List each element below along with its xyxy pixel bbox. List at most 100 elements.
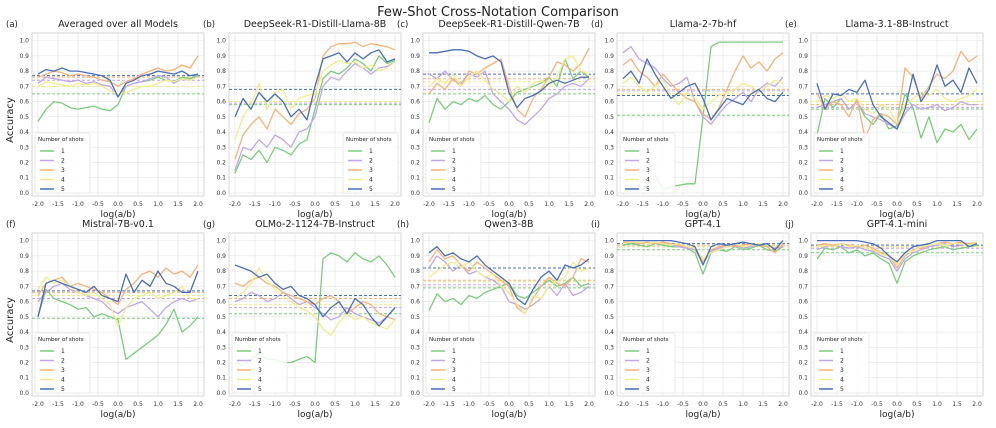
y-tick-label: 0.4 (798, 329, 808, 336)
x-tick-label: -2.0 (617, 201, 629, 208)
y-tick-label: 0.7 (798, 83, 808, 90)
legend-title: Number of shots (623, 137, 669, 143)
y-tick-label: 0.3 (604, 144, 614, 151)
legend: Number of shots 1 2 3 4 5 (34, 132, 91, 194)
legend-label-5: 5 (369, 186, 373, 193)
series-line-5 (622, 58, 784, 121)
x-tick-label: -2.0 (423, 201, 435, 208)
legend-title: Number of shots (346, 137, 392, 143)
y-tick-label: 0.2 (410, 359, 420, 366)
panel-2: 0.0 0.1 0.2 0.3 0.4 0.5 0.6 0.7 0.8 0.9 1.0 -2.0 -1.… (203, 19, 402, 220)
legend: Number of shots 1 2 3 4 5 (619, 332, 676, 394)
y-tick-label: 0.4 (410, 329, 420, 336)
y-tick-label: 0.1 (604, 375, 614, 382)
y-tick-label: 1.0 (798, 238, 808, 245)
legend-label-2: 2 (840, 358, 844, 365)
legend-label-4: 4 (61, 177, 65, 184)
y-tick-label: 1.0 (410, 38, 420, 45)
x-tick-label: -1.5 (831, 401, 843, 408)
y-tick-label: 0.4 (216, 329, 226, 336)
y-tick-label: 0.9 (19, 53, 29, 60)
legend-label-5: 5 (840, 386, 844, 393)
y-tick-label: 0.7 (410, 283, 420, 290)
x-tick-label: 0.0 (113, 201, 123, 208)
y-tick-label: 0.4 (216, 129, 226, 136)
x-tick-label: -0.5 (483, 401, 495, 408)
y-tick-label: 0.8 (216, 68, 226, 75)
panel-1: 0.0 0.1 0.2 0.3 0.4 0.5 0.6 0.7 0.8 0.9 1.0 -2.0 -1.… (6, 19, 205, 220)
legend-label-2: 2 (452, 358, 456, 365)
x-tick-label: 1.0 (544, 401, 554, 408)
y-tick-label: 0.2 (604, 159, 614, 166)
legend-title: Number of shots (38, 337, 84, 343)
series-line-2 (428, 255, 590, 310)
x-tick-label: 1.0 (350, 201, 360, 208)
legend-label-3: 3 (840, 367, 844, 374)
series-line-4 (234, 267, 396, 336)
y-tick-label: 0.9 (410, 253, 420, 260)
legend-title: Number of shots (817, 137, 863, 143)
x-tick-label: -2.0 (811, 401, 823, 408)
y-tick-label: 0.4 (604, 329, 614, 336)
y-tick-label: 0.6 (604, 99, 614, 106)
legend-label-4: 4 (646, 377, 650, 384)
x-tick-label: -2.0 (617, 401, 629, 408)
y-tick-label: 0.3 (798, 144, 808, 151)
legend-title: Number of shots (429, 137, 475, 143)
x-tick-label: -0.5 (92, 201, 104, 208)
series-line-4 (234, 59, 396, 140)
legend-box (813, 332, 870, 394)
legend-label-2: 2 (61, 158, 65, 165)
x-tick-label: 1.5 (173, 201, 183, 208)
legend-label-3: 3 (61, 367, 65, 374)
x-tick-label: -2.0 (32, 401, 44, 408)
x-tick-label: 1.0 (738, 201, 748, 208)
y-tick-label: 0.2 (798, 359, 808, 366)
y-tick-label: 0.1 (798, 175, 808, 182)
x-tick-label: 2.0 (778, 201, 788, 208)
legend-title: Number of shots (38, 137, 84, 143)
legend-label-1: 1 (452, 148, 456, 155)
panel-letter: (f) (6, 220, 16, 230)
x-tick-label: -2.0 (229, 401, 241, 408)
series-line-4 (428, 261, 590, 315)
series-line-5 (816, 64, 978, 130)
y-tick-label: 0.0 (410, 190, 420, 197)
legend-label-5: 5 (258, 386, 262, 393)
x-tick-label: 0.5 (133, 201, 143, 208)
y-tick-label: 0.7 (604, 83, 614, 90)
y-tick-label: 0.5 (410, 314, 420, 321)
y-tick-label: 1.0 (19, 238, 29, 245)
y-axis-label-row-1: Accuracy (5, 97, 16, 143)
legend-label-3: 3 (646, 167, 650, 174)
x-tick-label: -1.5 (637, 401, 649, 408)
legend-label-1: 1 (646, 148, 650, 155)
x-tick-label: 0.5 (718, 201, 728, 208)
y-tick-label: 0.3 (410, 344, 420, 351)
y-tick-label: 0.2 (216, 359, 226, 366)
x-tick-label: 0.5 (524, 401, 534, 408)
x-axis-label: log(a/b) (100, 210, 135, 220)
panel-title: DeepSeek-R1-Distill-Llama-8B (244, 19, 387, 30)
legend-title: Number of shots (817, 337, 863, 343)
legend-label-1: 1 (369, 148, 373, 155)
y-tick-label: 0.6 (19, 99, 29, 106)
legend-label-5: 5 (452, 386, 456, 393)
legend: Number of shots 1 2 3 4 5 (813, 332, 870, 394)
series-line-2 (234, 291, 396, 324)
legend-box (619, 132, 676, 194)
y-tick-label: 0.3 (19, 144, 29, 151)
x-tick-label: 0.0 (698, 401, 708, 408)
legend-label-3: 3 (840, 167, 844, 174)
x-axis-label: log(a/b) (879, 210, 914, 220)
x-tick-label: 0.5 (912, 201, 922, 208)
x-tick-label: 0.5 (133, 401, 143, 408)
legend-label-2: 2 (61, 358, 65, 365)
y-tick-label: 0.1 (604, 175, 614, 182)
y-tick-label: 0.8 (410, 68, 420, 75)
y-tick-label: 1.0 (798, 38, 808, 45)
series-line-1 (622, 243, 784, 275)
panel-letter: (e) (785, 20, 797, 30)
x-axis-label: log(a/b) (685, 210, 720, 220)
